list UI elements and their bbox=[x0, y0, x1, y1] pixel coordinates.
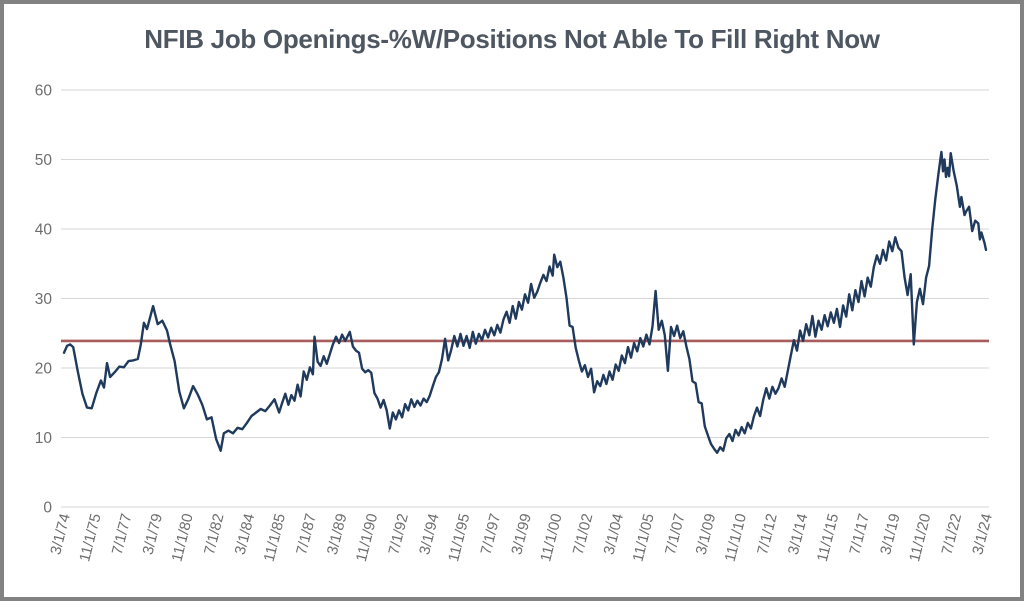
x-tick-label: 7/1/17 bbox=[846, 512, 873, 557]
x-tick-label: 3/1/19 bbox=[877, 512, 904, 557]
y-tick-label-50: 50 bbox=[35, 152, 53, 169]
x-tick-label: 7/1/92 bbox=[385, 512, 412, 557]
x-tick-label: 11/1/20 bbox=[906, 512, 934, 564]
x-tick-label: 11/1/95 bbox=[445, 512, 473, 564]
x-tick-label: 3/1/79 bbox=[139, 512, 166, 557]
x-tick-label: 7/1/77 bbox=[109, 512, 136, 557]
chart-title: NFIB Job Openings-%W/Positions Not Able … bbox=[144, 24, 880, 54]
x-tick-label: 11/1/10 bbox=[722, 512, 750, 564]
x-tick-label: 11/1/80 bbox=[168, 512, 196, 564]
x-tick-label: 3/1/89 bbox=[324, 512, 351, 557]
x-tick-label: 3/1/74 bbox=[47, 512, 74, 557]
x-tick-label: 7/1/82 bbox=[201, 512, 228, 557]
x-tick-label: 3/1/04 bbox=[600, 512, 627, 557]
x-tick-label: 3/1/99 bbox=[508, 512, 535, 557]
x-tick-label: 3/1/09 bbox=[693, 512, 720, 557]
x-tick-label: 11/1/90 bbox=[353, 512, 381, 564]
x-tick-label: 7/1/87 bbox=[293, 512, 320, 557]
x-tick-label: 7/1/12 bbox=[754, 512, 781, 557]
y-tick-label-20: 20 bbox=[35, 361, 53, 378]
x-tick-label: 3/1/84 bbox=[232, 512, 259, 557]
y-tick-label-30: 30 bbox=[35, 291, 53, 308]
x-tick-label: 7/1/22 bbox=[939, 512, 966, 557]
x-tick-label: 11/1/85 bbox=[261, 512, 289, 564]
y-tick-label-0: 0 bbox=[43, 500, 52, 517]
x-tick-label: 3/1/24 bbox=[969, 512, 996, 557]
x-tick-label: 11/1/75 bbox=[76, 512, 104, 564]
y-tick-label-60: 60 bbox=[35, 83, 53, 100]
y-tick-label-40: 40 bbox=[35, 222, 53, 239]
x-tick-label: 7/1/02 bbox=[570, 512, 597, 557]
series-line bbox=[62, 150, 988, 454]
x-tick-label: 11/1/05 bbox=[629, 512, 657, 564]
y-tick-label-10: 10 bbox=[35, 430, 53, 447]
x-tick-label: 11/1/00 bbox=[537, 512, 565, 564]
x-tick-label: 7/1/07 bbox=[662, 512, 689, 557]
x-tick-label: 7/1/97 bbox=[478, 512, 505, 557]
x-tick-label: 3/1/14 bbox=[785, 512, 812, 557]
x-tick-label: 3/1/94 bbox=[416, 512, 443, 557]
x-tick-label: 11/1/15 bbox=[814, 512, 842, 564]
